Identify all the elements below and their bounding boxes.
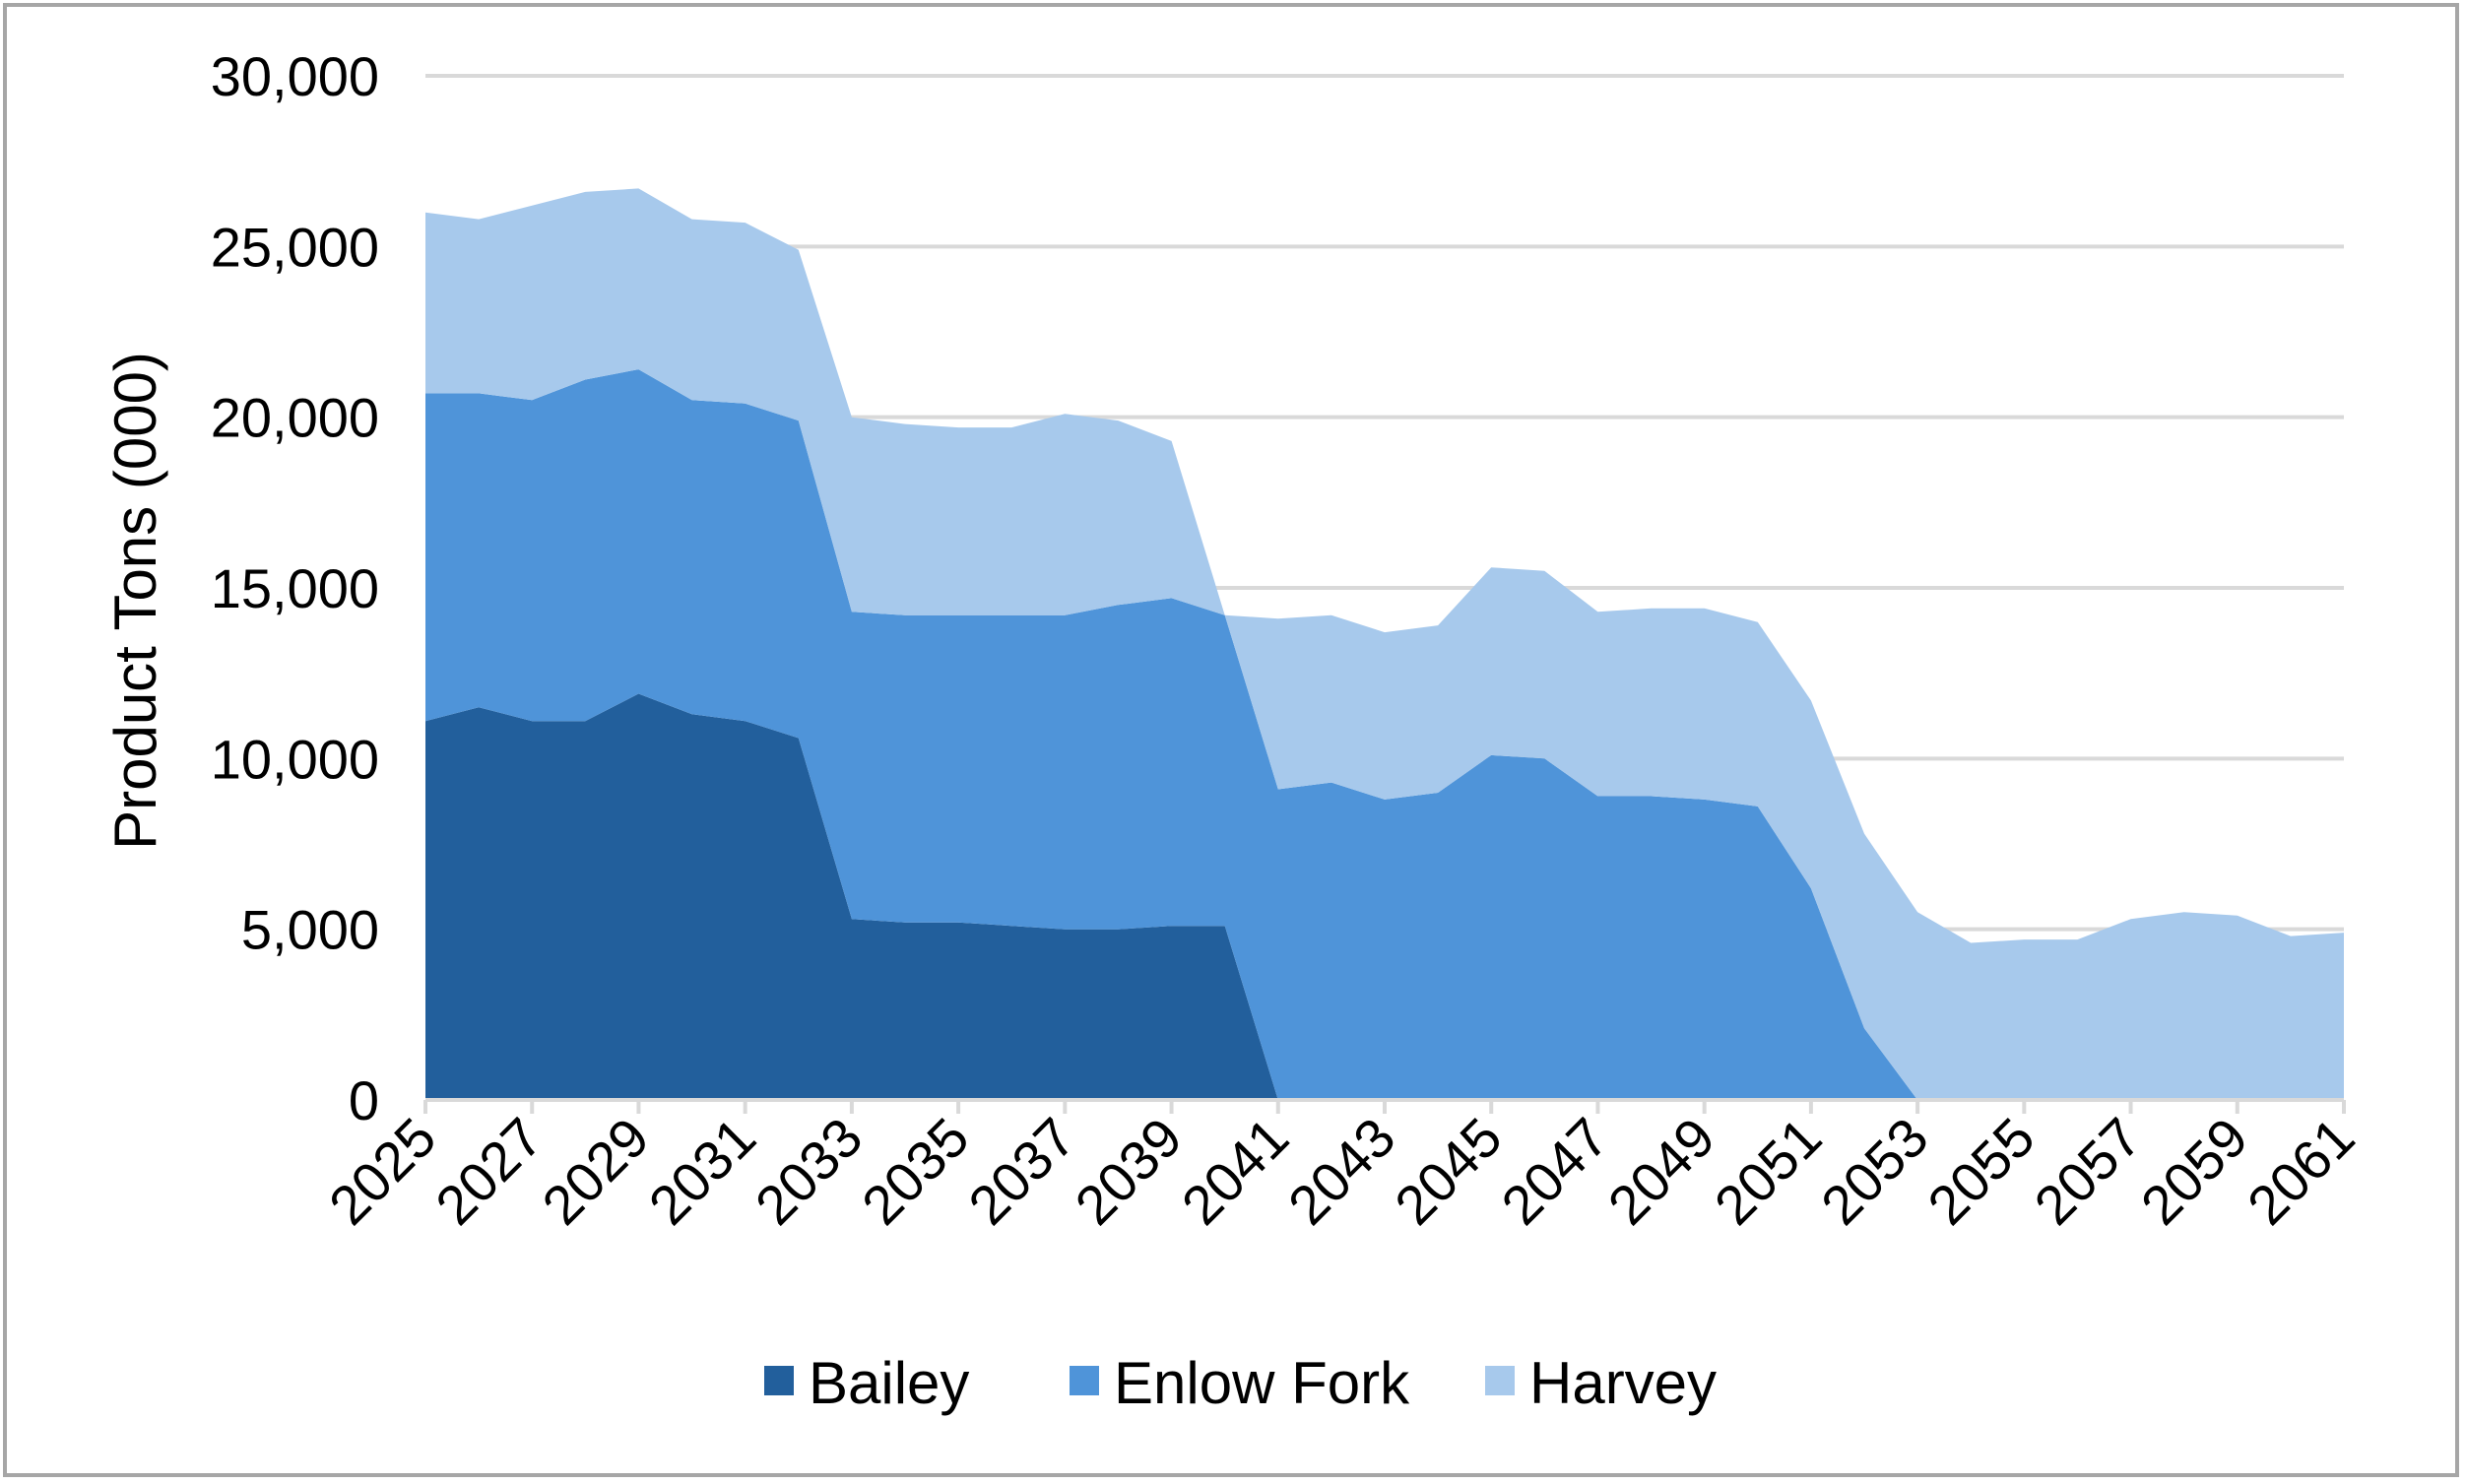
x-tick-label: 2035	[850, 1106, 981, 1237]
x-tick-label: 2053	[1809, 1106, 1940, 1237]
x-tick-label: 2061	[2236, 1106, 2367, 1237]
y-axis-title: Product Tons (000)	[102, 352, 168, 850]
y-tick-label: 25,000	[211, 216, 379, 278]
x-tick-label: 2051	[1703, 1106, 1834, 1237]
legend-swatch	[1070, 1366, 1099, 1395]
x-tick-label: 2055	[1915, 1106, 2046, 1237]
x-tick-label: 2059	[2129, 1106, 2260, 1237]
y-tick-label: 5,000	[241, 899, 379, 961]
x-axis: 2025202720292031203320352037203920412043…	[317, 1098, 2367, 1237]
y-tick-label: 15,000	[211, 557, 379, 619]
legend-item-enlow-fork: Enlow Fork	[1070, 1350, 1410, 1416]
x-tick-label: 2031	[637, 1106, 768, 1237]
x-tick-label: 2025	[317, 1106, 448, 1237]
legend-swatch	[764, 1366, 794, 1395]
legend-item-bailey: Bailey	[764, 1350, 969, 1416]
area-harvey	[425, 188, 2344, 1100]
legend-label: Enlow Fork	[1114, 1350, 1410, 1416]
x-tick-label: 2041	[1170, 1106, 1301, 1237]
x-tick-label: 2039	[1063, 1106, 1194, 1237]
legend-label: Harvey	[1529, 1350, 1717, 1416]
x-tick-label: 2037	[956, 1106, 1087, 1237]
y-tick-label: 10,000	[211, 728, 379, 790]
series-areas	[425, 188, 2344, 1101]
y-axis: 0 5,000 10,000 15,000 20,000 25,000 30,000	[211, 45, 379, 1131]
legend: Bailey Enlow Fork Harvey	[764, 1350, 1717, 1416]
x-tick-label: 2057	[2022, 1106, 2153, 1237]
x-tick-label: 2029	[530, 1106, 661, 1237]
area-enlow-fork	[425, 369, 2344, 1101]
x-tick-label: 2047	[1489, 1106, 1620, 1237]
legend-label: Bailey	[809, 1350, 969, 1416]
y-tick-label: 30,000	[211, 45, 379, 107]
x-tick-label: 2049	[1596, 1106, 1727, 1237]
area-bailey	[425, 693, 2344, 1100]
legend-swatch	[1485, 1366, 1515, 1395]
y-tick-label: 0	[349, 1069, 379, 1131]
x-tick-label: 2033	[744, 1106, 875, 1237]
x-tick-label: 2027	[423, 1106, 554, 1237]
legend-item-harvey: Harvey	[1485, 1350, 1717, 1416]
x-tick-label: 2043	[1276, 1106, 1407, 1237]
x-tick-label: 2045	[1383, 1106, 1514, 1237]
y-tick-label: 20,000	[211, 387, 379, 449]
